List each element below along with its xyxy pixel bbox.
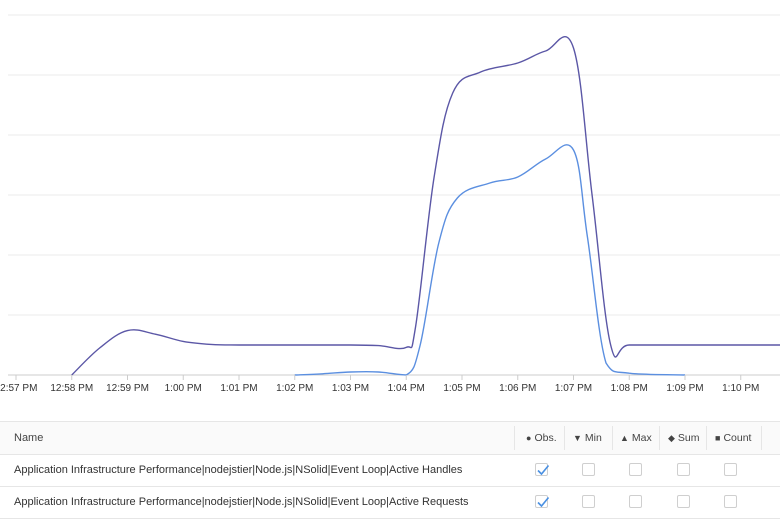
x-axis: 12:57 PM 12:58 PM 12:59 PM 1:00 PM 1:01 PM 1:…: [0, 375, 759, 394]
chart-series: [71, 35, 780, 376]
x-tick-label: 12:57 PM: [0, 383, 37, 394]
column-divider: [514, 426, 515, 450]
sum-checkbox[interactable]: [677, 463, 690, 476]
obs-column-label: Obs.: [534, 432, 557, 444]
column-divider: [564, 426, 565, 450]
sum-column-header[interactable]: ◆ Sum: [668, 422, 700, 454]
x-tick-label: 1:04 PM: [388, 383, 425, 394]
metric-table: Name ● Obs. ▼ Min ▲ Max ◆ Sum ■ Count Applica…: [0, 421, 780, 519]
table-header: Name ● Obs. ▼ Min ▲ Max ◆ Sum ■ Count: [0, 422, 780, 455]
obs-checkbox[interactable]: [535, 495, 550, 508]
checkmark-icon: [537, 496, 550, 508]
x-tick-label: 12:58 PM: [50, 383, 93, 394]
chart-grid: [8, 14, 780, 376]
count-checkbox[interactable]: [724, 463, 737, 476]
x-tick-label: 1:03 PM: [332, 383, 369, 394]
x-tick-label: 1:01 PM: [220, 383, 257, 394]
table-row: Application Infrastructure Performance|n…: [0, 455, 780, 487]
series-line-active-requests: [294, 144, 686, 376]
name-column-header: Name: [14, 432, 44, 444]
count-checkbox[interactable]: [724, 495, 737, 508]
triangle-up-icon: ▲: [620, 433, 629, 443]
obs-checkbox[interactable]: [535, 463, 550, 476]
max-checkbox[interactable]: [629, 495, 642, 508]
max-column-label: Max: [631, 432, 652, 444]
checkmark-icon: [537, 464, 550, 476]
min-checkbox[interactable]: [582, 495, 595, 508]
sum-column-label: Sum: [677, 432, 700, 444]
column-divider: [612, 426, 613, 450]
min-column-label: Min: [584, 432, 602, 444]
square-icon: ■: [715, 433, 721, 443]
x-tick-label: 1:00 PM: [165, 383, 202, 394]
x-tick-label: 1:02 PM: [276, 383, 313, 394]
x-tick-label: 1:09 PM: [666, 383, 703, 394]
x-tick-label: 1:05 PM: [443, 383, 480, 394]
column-divider: [659, 426, 660, 450]
x-tick-label: 1:07 PM: [555, 383, 592, 394]
table-row: Application Infrastructure Performance|n…: [0, 487, 780, 519]
metric-name: Application Infrastructure Performance|n…: [14, 464, 463, 476]
diamond-icon: ◆: [668, 433, 675, 443]
count-column-label: Count: [723, 432, 752, 444]
x-tick-label: 1:08 PM: [611, 383, 648, 394]
min-column-header[interactable]: ▼ Min: [573, 422, 602, 454]
circle-icon: ●: [526, 433, 532, 443]
obs-column-header[interactable]: ● Obs.: [526, 422, 557, 454]
min-checkbox[interactable]: [582, 463, 595, 476]
column-divider: [761, 426, 762, 450]
x-tick-label: 12:59 PM: [106, 383, 149, 394]
triangle-down-icon: ▼: [573, 433, 582, 443]
line-chart: 12:57 PM 12:58 PM 12:59 PM 1:00 PM 1:01 PM 1:…: [0, 14, 780, 394]
max-column-header[interactable]: ▲ Max: [620, 422, 652, 454]
count-column-header[interactable]: ■ Count: [715, 422, 751, 454]
sum-checkbox[interactable]: [677, 495, 690, 508]
series-line-active-handles: [71, 35, 780, 376]
x-tick-label: 1:10 PM: [722, 383, 759, 394]
metric-name: Application Infrastructure Performance|n…: [14, 496, 469, 508]
column-divider: [706, 426, 707, 450]
x-tick-label: 1:06 PM: [499, 383, 536, 394]
max-checkbox[interactable]: [629, 463, 642, 476]
